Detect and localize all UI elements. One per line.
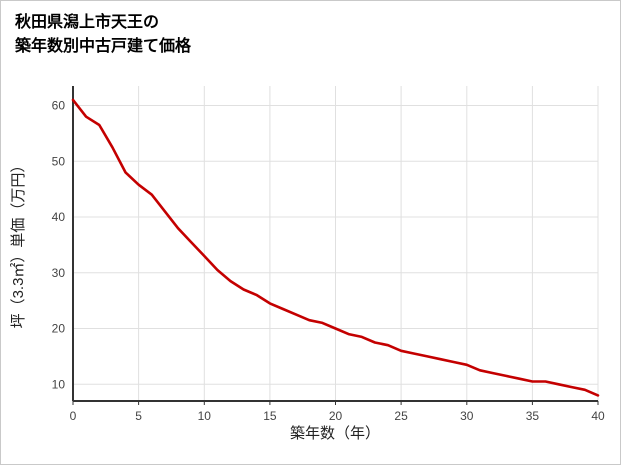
x-tick-label: 0	[70, 409, 77, 423]
x-tick-label: 20	[329, 409, 343, 423]
price-chart-svg: 0 5 10 15 20 25 30 35 40 10 20 30 40 50 60 築年数（年） 坪（3.3…	[10, 86, 605, 442]
y-axis-label: 坪（3.3㎡）単価（万円）	[10, 158, 27, 329]
title-line-2: 築年数別中古戸建て価格	[15, 38, 192, 55]
x-tick-label: 35	[526, 409, 540, 423]
y-tick-label: 30	[52, 266, 66, 280]
y-tick-label: 20	[52, 322, 66, 336]
title-line-1: 秋田県潟上市天王の	[15, 14, 160, 31]
x-tick-label: 15	[263, 409, 277, 423]
y-tick-label: 10	[52, 377, 66, 391]
price-line	[71, 98, 600, 397]
x-axis-label: 築年数（年）	[290, 424, 380, 442]
x-tick-label: 5	[135, 409, 142, 423]
x-tick-label: 10	[198, 409, 212, 423]
x-tick-label: 40	[591, 409, 605, 423]
y-tick-label: 60	[52, 99, 66, 113]
x-tick-label: 25	[394, 409, 408, 423]
y-tick-label: 40	[52, 210, 66, 224]
y-tick-label: 50	[52, 154, 66, 168]
page-title: 秋田県潟上市天王の 築年数別中古戸建て価格	[15, 11, 191, 59]
x-tick-label: 30	[460, 409, 474, 423]
